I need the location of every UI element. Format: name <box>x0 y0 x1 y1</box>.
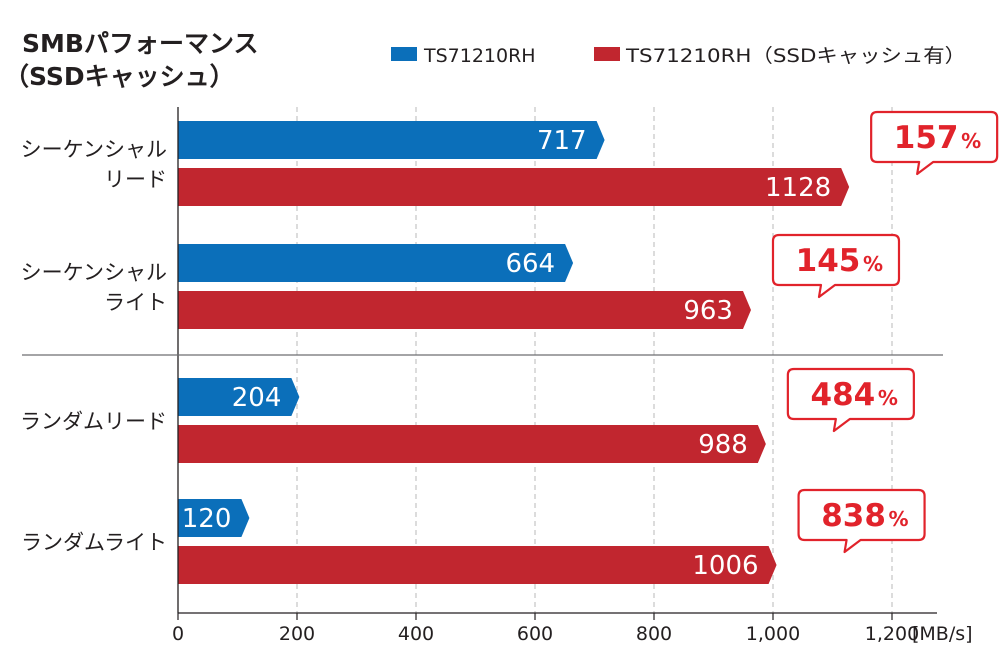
x-axis-ticks: 0 200 400 600 800 1,000 1,200 <box>172 613 919 645</box>
chart-title: SMBパフォーマンス <box>22 29 258 58</box>
x-tick-label: 1,000 <box>746 623 800 645</box>
x-tick-label: 400 <box>398 623 434 645</box>
bar <box>178 378 300 416</box>
x-tick-label: 200 <box>279 623 315 645</box>
legend-label-series-1: TS71210RH <box>423 45 536 67</box>
category-label: シーケンシャル <box>21 138 167 162</box>
callout-percent-sign: % <box>863 252 883 276</box>
bar <box>178 168 850 206</box>
bar-value-label: 963 <box>683 296 733 326</box>
bar-value-label: 1006 <box>692 551 758 581</box>
callout-bubble <box>870 110 999 176</box>
x-tick-label: 800 <box>636 623 672 645</box>
bar-value-label: 1128 <box>765 173 831 203</box>
legend-swatch-series-1 <box>391 47 417 61</box>
x-axis-unit-label: [MB/s] <box>912 623 973 645</box>
legend: TS71210RH TS71210RH（SSDキャッシュ有） <box>391 45 966 67</box>
callout-percentage: 145 <box>796 243 861 279</box>
x-tick-label: 0 <box>172 623 184 645</box>
callout-bubble <box>771 233 901 299</box>
category-label: リード <box>104 168 167 192</box>
bar-value-label: 204 <box>232 383 282 413</box>
bar <box>178 546 777 584</box>
bar <box>178 425 766 463</box>
callout-percent-sign: % <box>889 507 909 531</box>
category-label: ランダムリード <box>20 410 167 434</box>
bar-value-label: 120 <box>182 504 232 534</box>
callout-percentage: 157 <box>894 120 959 156</box>
callout-percent-sign: % <box>961 129 981 153</box>
category-label: シーケンシャル <box>21 261 167 285</box>
callout-percent-sign: % <box>878 386 898 410</box>
bar <box>178 291 751 329</box>
chart-subtitle: （SSDキャッシュ） <box>4 62 235 91</box>
callout-bubble <box>797 488 926 554</box>
bar-value-label: 717 <box>537 126 587 156</box>
bar-value-label: 988 <box>698 430 748 460</box>
x-tick-label: 600 <box>517 623 553 645</box>
callout-percentage: 484 <box>811 377 876 413</box>
legend-label-series-2: TS71210RH（SSDキャッシュ有） <box>625 45 966 67</box>
legend-swatch-series-2 <box>594 47 620 61</box>
category-label: ランダムライト <box>21 531 167 555</box>
bar <box>178 499 250 537</box>
callouts: 157 %145 %484 %838% <box>771 110 999 554</box>
bar <box>178 121 605 159</box>
bar-value-label: 664 <box>505 249 555 279</box>
bar <box>178 244 574 282</box>
category-label: ライト <box>104 291 167 315</box>
x-tick-label: 1,200 <box>865 623 919 645</box>
callout-bubble <box>786 367 915 433</box>
callout-percentage: 838 <box>821 498 886 534</box>
bars: 717 1128 664 963 204 988 120 1006 <box>178 121 850 584</box>
